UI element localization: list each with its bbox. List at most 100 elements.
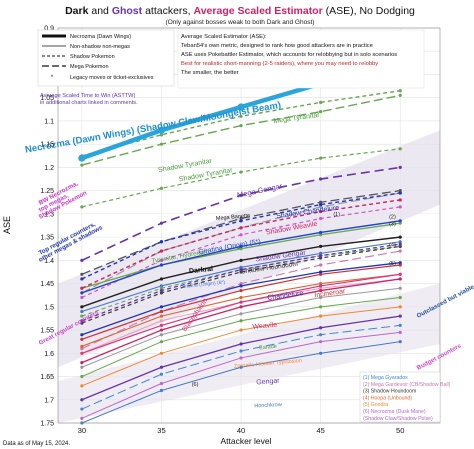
data-point-15-2 <box>239 265 243 269</box>
data-point-11-2 <box>239 244 243 249</box>
y-tick-label: 1.25 <box>40 188 54 195</box>
bottom-legend-item: (2) Mega Gardevoir (CB/Shadow Ball) <box>363 382 451 388</box>
data-point-22-1 <box>159 314 164 318</box>
data-point-7-4 <box>398 191 402 195</box>
data-point-24-3 <box>319 295 323 300</box>
data-point-20-2 <box>239 305 243 309</box>
data-point-30-1 <box>159 388 164 393</box>
data-point-24-0 <box>80 365 84 369</box>
data-point-25-0 <box>80 374 84 379</box>
bottom-legend-item: (Shadow Claw/Shadow Pulse) <box>363 416 433 422</box>
data-point-24-2 <box>239 312 243 316</box>
bottom-legend-item: (3) Shadow Houndoom <box>363 389 416 395</box>
data-point-20-4 <box>398 277 402 281</box>
data-point-13-2 <box>239 270 243 274</box>
data-point-7-2 <box>239 219 243 223</box>
data-point-24-4 <box>398 286 402 290</box>
data-point-0-1 <box>157 126 166 134</box>
bottom-legend-item: (1) Mega Gyarados <box>363 375 408 381</box>
data-point-12-1 <box>159 277 164 281</box>
data-point-26-2 <box>239 328 243 332</box>
data-point-29-1 <box>159 381 164 386</box>
data-point-0-0 <box>78 154 86 162</box>
data-point-5-3 <box>319 200 323 204</box>
data-point-18-2 <box>239 288 243 293</box>
data-point-10-4 <box>398 221 402 225</box>
data-point-28-2 <box>239 349 243 353</box>
data-point-28-0 <box>80 407 84 411</box>
data-point-26-1 <box>159 351 164 355</box>
data-point-19-4 <box>398 272 402 276</box>
y-tick-label: 1.7 <box>44 397 54 404</box>
data-point-30-3 <box>319 351 323 355</box>
series-line-14 <box>81 243 401 322</box>
data-point-11-3 <box>319 230 323 235</box>
title-part-ase: Average Scaled Estimator <box>194 5 323 17</box>
data-point-3-4 <box>398 147 402 151</box>
info-box: Average Scaled Estimator (ASE): Teban54'… <box>177 29 425 89</box>
data-point-9-0 <box>80 295 84 300</box>
data-point-2-0 <box>80 163 84 167</box>
data-point-9-4 <box>398 205 402 209</box>
y-tick-label: 1.6 <box>44 351 54 358</box>
astw-line-0: Average Scaled Time to Win (ASTTW) <box>40 93 135 99</box>
data-point-26-0 <box>80 384 84 388</box>
data-point-16-3 <box>319 263 323 267</box>
data-point-28-4 <box>398 323 402 328</box>
data-point-25-3 <box>319 305 323 309</box>
series-label-17: Earade <box>259 344 277 352</box>
data-point-20-1 <box>159 328 164 332</box>
series-label-16: Weavile <box>252 322 277 331</box>
legend-label-1: Non-shadow non-megas <box>70 44 130 50</box>
info-line-4: The smaller, the better <box>181 70 239 76</box>
data-point-18-1 <box>159 309 164 314</box>
data-point-8-3 <box>319 209 323 214</box>
data-point-27-1 <box>159 365 164 369</box>
series-label-9: Darkrai <box>189 266 214 275</box>
series-label-19: Gengar <box>256 377 281 386</box>
data-point-19-0 <box>80 351 84 355</box>
bottom-legend-item: (5) Goodra <box>363 402 388 408</box>
data-point-29-2 <box>239 356 243 360</box>
data-point-25-1 <box>159 340 164 344</box>
data-point-14-2 <box>239 268 243 272</box>
y-tick-label: 1.5 <box>44 304 54 311</box>
data-point-18-0 <box>80 337 84 341</box>
title-part-nododging: (ASE), No Dodging <box>323 5 415 17</box>
data-point-17-1 <box>159 305 164 309</box>
x-tick-label: 40 <box>237 426 245 435</box>
series-label-4: Mega Banette <box>216 213 251 222</box>
astw-line-1: in additional charts linked in comments. <box>40 100 138 106</box>
data-point-4-3 <box>319 177 323 181</box>
data-point-24-1 <box>159 333 164 337</box>
bottom-legend: (1) Mega Gyarados(2) Mega Gardevoir (CB/… <box>359 371 451 423</box>
chart-title: Dark and Ghost attackers, Average Scaled… <box>65 5 415 17</box>
data-point-14-4 <box>398 242 402 246</box>
data-point-22-0 <box>80 344 84 348</box>
y-tick-label: 1.2 <box>44 165 54 172</box>
data-point-11-0 <box>80 291 84 295</box>
data-point-10-2 <box>239 247 243 251</box>
data-point-23-1 <box>159 319 164 323</box>
data-point-20-3 <box>319 288 323 293</box>
data-point-11-1 <box>159 263 164 267</box>
series-line-5 <box>81 190 401 275</box>
title-part-ghost: Ghost <box>112 5 143 17</box>
data-point-18-3 <box>319 272 323 276</box>
data-point-29-3 <box>319 340 323 344</box>
data-point-17-4 <box>398 261 402 265</box>
data-point-19-1 <box>159 323 164 328</box>
data-point-3-1 <box>159 186 164 190</box>
data-point-21-1 <box>159 286 164 290</box>
data-point-4-1 <box>159 221 164 225</box>
x-tick-label: 50 <box>396 426 404 435</box>
title-part-dark: Dark <box>65 5 89 17</box>
data-point-3-0 <box>80 205 84 209</box>
y-tick-label: 1.35 <box>40 235 54 242</box>
info-line-1: Teban54's own metric, designed to rank h… <box>181 43 373 49</box>
series-label-14: Incineroar <box>314 288 346 299</box>
data-point-27-0 <box>80 398 84 402</box>
data-point-17-2 <box>239 284 243 288</box>
data-point-5-0 <box>80 272 84 276</box>
